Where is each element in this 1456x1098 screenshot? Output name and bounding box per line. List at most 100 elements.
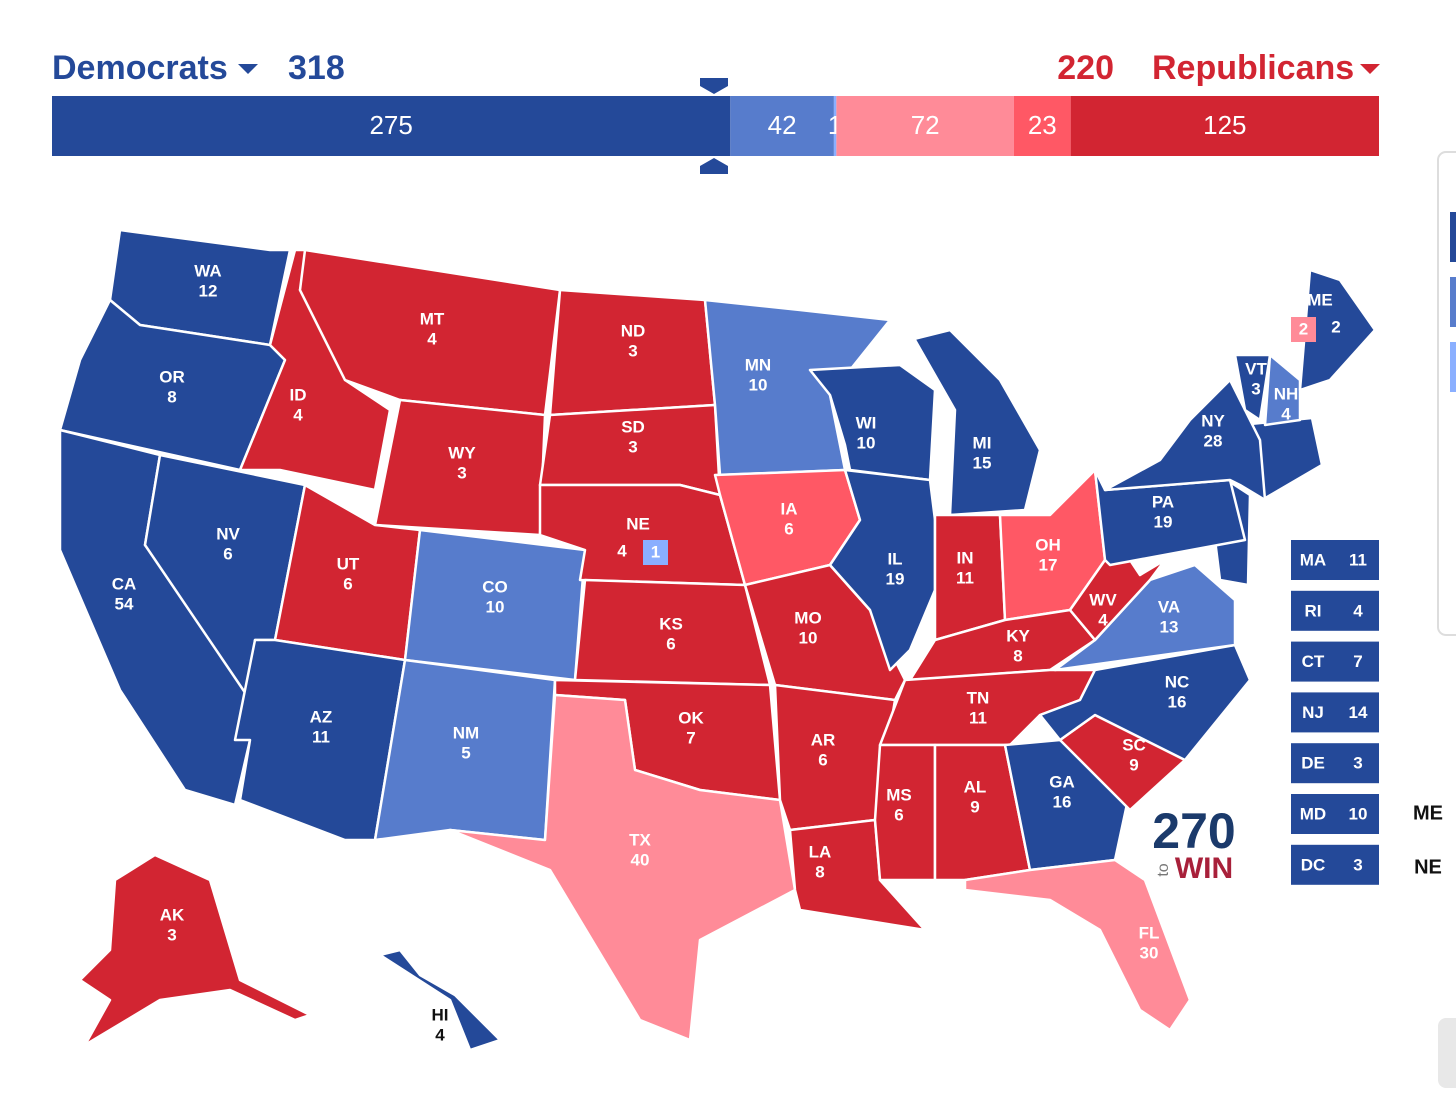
state-votes: 6 [818,750,827,769]
party-select[interactable]: Republicans [1152,49,1354,87]
state-abbr: KY [1006,626,1030,645]
small-state-box [1291,540,1379,580]
small-state-abbr: RI [1305,601,1322,620]
state-votes: 7 [686,728,695,747]
state[interactable]: NH4 [1263,353,1302,427]
state-votes: 4 [1281,404,1291,423]
split-label: ME [1413,802,1443,824]
small-state-votes: 3 [1353,754,1362,773]
bar-label: 23 [1028,110,1057,140]
state-abbr: IN [957,548,974,567]
state-votes: 28 [1204,431,1223,450]
district-votes: 1 [651,542,660,561]
state-abbr: WY [448,443,476,462]
state-abbr: GA [1049,772,1075,791]
party-select[interactable]: Democrats [52,49,228,87]
small-state-box [1291,743,1379,784]
logo-word: WIN [1175,852,1233,885]
bar-label: 125 [1203,110,1246,140]
state-votes: 8 [815,862,824,881]
state[interactable]: AK3 [78,853,312,1047]
state-abbr: AR [811,730,836,749]
state-votes: 11 [969,708,987,727]
state[interactable]: MS6 [873,743,937,882]
small-state-abbr: MA [1300,550,1326,569]
bar-segment [1013,96,1071,156]
logo-small: to [1155,863,1172,876]
state[interactable]: KS6 [573,578,772,687]
key-swatch [1450,342,1456,392]
state-votes: 4 [1098,610,1108,629]
state[interactable]: HI4 [378,948,502,1052]
small-state[interactable]: RI 4 [1291,590,1379,631]
state[interactable]: ME 2 [1298,268,1377,392]
state[interactable]: NM5 [373,658,557,842]
state[interactable]: NE 4 [538,483,747,587]
small-state-votes: 3 [1353,855,1362,874]
state-abbr: OK [678,708,704,727]
state-votes: 3 [457,463,466,482]
small-state-box [1291,641,1379,682]
small-state[interactable]: MA 11 [1291,540,1379,580]
small-state[interactable]: NJ 14 [1291,692,1379,733]
small-state-votes: 10 [1349,804,1368,823]
district-box[interactable] [1291,317,1316,342]
state-votes: 2 [1331,317,1340,336]
state-votes: 10 [486,597,505,616]
side-button[interactable] [1438,1018,1456,1088]
small-state[interactable]: DE 3 [1291,743,1379,784]
small-state[interactable]: CT 7 [1291,641,1379,682]
state-votes: 8 [1013,646,1022,665]
dropdown-arrow[interactable] [1360,64,1380,74]
threshold-marker [700,78,728,94]
small-state[interactable]: MD 10 [1291,794,1379,834]
small-state-votes: 7 [1353,652,1362,671]
state-votes: 6 [666,634,675,653]
small-state-abbr: NJ [1302,703,1324,722]
state[interactable]: VT3 [1233,353,1272,422]
key-swatch [1450,277,1456,327]
bar-label: 72 [911,110,940,140]
district-box[interactable] [643,540,668,565]
threshold-marker [700,158,728,174]
small-state-abbr: CT [1302,652,1325,671]
state-votes: 3 [167,925,176,944]
state-votes: 30 [1140,943,1159,962]
state-abbr: UT [337,554,360,573]
key-swatch [1450,212,1456,262]
small-state-votes: 4 [1353,601,1363,620]
bar-segment [836,96,1014,156]
state-abbr: MI [973,433,992,452]
small-state-abbr: DE [1301,754,1325,773]
state-votes: 19 [886,569,905,588]
state-abbr: OH [1035,535,1061,554]
state-abbr: NH [1274,384,1299,403]
state-abbr: SC [1122,735,1146,754]
state-abbr: TX [629,830,651,849]
state-shape [1103,378,1267,502]
state[interactable]: WY3 [373,398,547,537]
state-votes: 10 [749,375,768,394]
state[interactable]: ND3 [548,288,717,417]
bar-segment [730,96,834,156]
dropdown-arrow[interactable] [238,64,258,74]
small-state[interactable]: DC 3 [1291,844,1379,885]
small-state-box [1291,794,1379,834]
state-abbr: ND [621,321,646,340]
bar-segment [52,96,731,156]
state[interactable]: SD3 [538,403,722,497]
state-shape [1233,353,1272,422]
small-state-box [1291,692,1379,733]
state-votes: 19 [1154,512,1173,531]
small-state-votes: 11 [1349,550,1367,569]
